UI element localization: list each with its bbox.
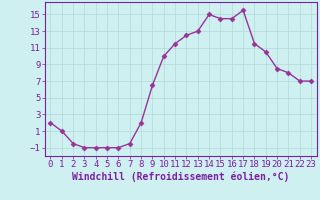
X-axis label: Windchill (Refroidissement éolien,°C): Windchill (Refroidissement éolien,°C) [72, 172, 290, 182]
